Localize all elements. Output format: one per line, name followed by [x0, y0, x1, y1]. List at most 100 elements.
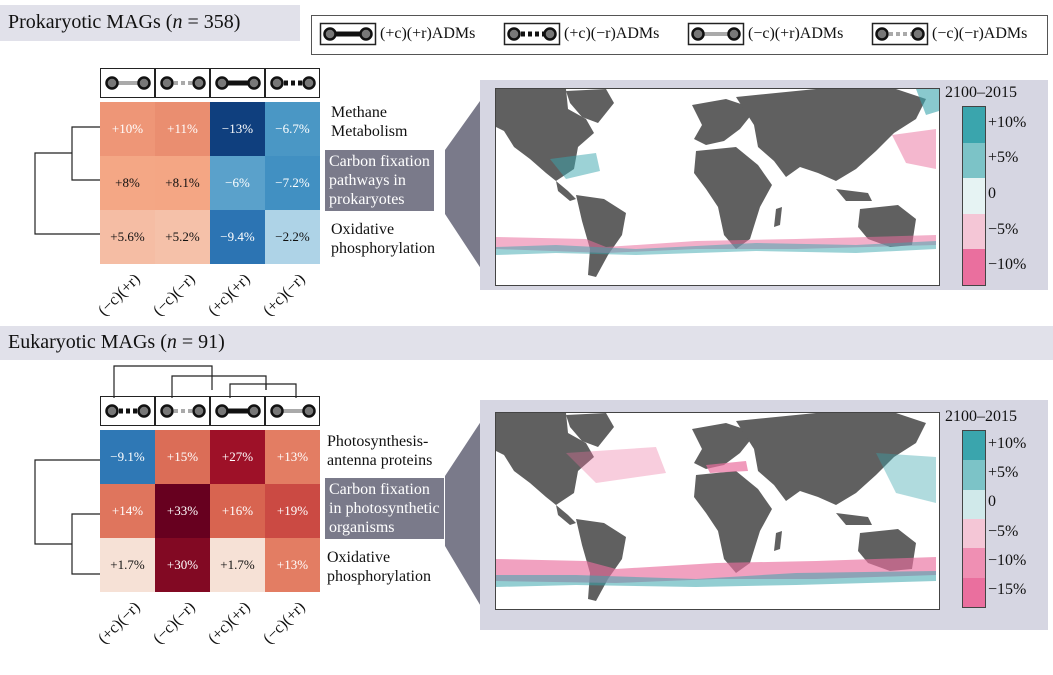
- legend-item-neg-c-neg-r: (−c)(−r)ADMs: [871, 20, 1028, 48]
- ocean-change-mediterranean: [706, 461, 748, 473]
- pathway-label-methane: Methane Metabolism: [331, 104, 408, 140]
- pathway-label-oxphos: Oxidative phosphorylation: [331, 221, 435, 257]
- column-edge-icon: [100, 396, 155, 426]
- heatmap-cell: +30%: [155, 538, 210, 592]
- column-edge-icon: [155, 396, 210, 426]
- land-madagascar: [774, 531, 782, 551]
- land-europe: [692, 423, 756, 469]
- colorbar-segment: [963, 213, 985, 250]
- ocean-change-pacific: [876, 453, 936, 503]
- world-map-svg: [496, 413, 936, 601]
- prokaryotic-section-band: [0, 5, 300, 41]
- colorbar-segment: [963, 519, 985, 549]
- thin-dotted-edge-icon: [871, 22, 929, 46]
- legend-item-pos-c-pos-r: (+c)(+r)ADMs: [319, 20, 476, 48]
- column-edge-icon: [155, 68, 210, 98]
- heatmap-cell: +10%: [100, 102, 155, 156]
- land-greenland: [566, 413, 614, 447]
- land-madagascar: [774, 207, 782, 227]
- colorbar-tick-label: +10%: [988, 434, 1027, 452]
- heatmap-cell: −2.2%: [265, 210, 320, 264]
- colorbar-segment: [963, 577, 985, 608]
- thick-dotted-edge-icon: [503, 22, 561, 46]
- heatmap-cell: +27%: [210, 430, 265, 484]
- colorbar-tick-label: +5%: [988, 464, 1019, 481]
- heatmap-cell: +13%: [265, 538, 320, 592]
- land-central-america: [556, 181, 576, 201]
- prokaryotic-colorbar: [962, 106, 986, 286]
- prokaryotic-world-map: [495, 88, 940, 286]
- colorbar-segment: [963, 548, 985, 579]
- land-central-america: [556, 505, 576, 525]
- colorbar-segment: [963, 489, 985, 520]
- pathway-label-carbon-fixation-prokaryotes: Carbon fixation pathways in prokaryotes: [325, 150, 434, 211]
- heatmap-cell: +1.7%: [100, 538, 155, 592]
- heatmap-cell: −9.1%: [100, 430, 155, 484]
- ocean-change-north-pacific: [892, 129, 936, 169]
- heatmap-cell: +14%: [100, 484, 155, 538]
- pathway-label-carbon-fixation-photosynthetic: Carbon fixation in photosynthetic organi…: [325, 478, 444, 539]
- pathway-label-photosynthesis-antenna: Photosynthesis- antenna proteins: [327, 433, 433, 469]
- column-edge-icon: [100, 68, 155, 98]
- heatmap-cell: +33%: [155, 484, 210, 538]
- prokaryotic-row-dendrogram: [34, 126, 100, 235]
- eukaryotic-world-map: [495, 412, 940, 610]
- legend-label: (+c)(+r)ADMs: [380, 25, 476, 42]
- colorbar-segment: [963, 431, 985, 461]
- colorbar-segment: [963, 107, 985, 144]
- thin-solid-edge-icon: [687, 22, 745, 46]
- eukaryotic-section-band: [0, 326, 1053, 360]
- land-north-america: [496, 413, 594, 505]
- heatmap-cell: −6%: [210, 156, 265, 210]
- legend-label: (+c)(−r)ADMs: [564, 25, 660, 42]
- colorbar-tick-label: 0: [988, 185, 996, 202]
- edge-legend: (+c)(+r)ADMs (+c)(−r)ADMs (−c)(+r)ADMs (…: [311, 15, 1048, 55]
- colorbar-segment: [963, 142, 985, 179]
- heatmap-cell: +8.1%: [155, 156, 210, 210]
- legend-item-pos-c-neg-r: (+c)(−r)ADMs: [503, 20, 660, 48]
- land-africa: [694, 147, 772, 249]
- heatmap-cell: +16%: [210, 484, 265, 538]
- land-south-america: [576, 519, 626, 601]
- heatmap-cell: +5.2%: [155, 210, 210, 264]
- column-edge-icon: [265, 396, 320, 426]
- column-edge-icon: [265, 68, 320, 98]
- land-africa: [694, 471, 772, 573]
- eukaryotic-section-title: Eukaryotic MAGs (n = 91): [8, 331, 225, 353]
- ocean-change-atlantic: [550, 153, 600, 179]
- eukaryotic-colorbar: [962, 430, 986, 608]
- land-indonesia: [836, 513, 872, 525]
- prokaryotic-section-title: Prokaryotic MAGs (n = 358): [8, 11, 241, 33]
- colorbar-tick-label: −5%: [988, 220, 1019, 238]
- colorbar-tick-label: −10%: [988, 552, 1027, 569]
- heatmap-cell: −7.2%: [265, 156, 320, 210]
- heatmap-cell: +5.6%: [100, 210, 155, 264]
- legend-label: (−c)(−r)ADMs: [932, 25, 1028, 42]
- heatmap-cell: +13%: [265, 430, 320, 484]
- colorbar-tick-label: +5%: [988, 149, 1019, 167]
- land-indonesia: [836, 189, 872, 201]
- eukaryotic-row-dendrogram: [34, 459, 100, 575]
- prokaryotic-colorbar-title: 2100–2015: [945, 84, 1017, 101]
- heatmap-cell: +15%: [155, 430, 210, 484]
- ocean-change-southern-teal: [496, 241, 936, 255]
- colorbar-tick-label: 0: [988, 493, 996, 511]
- ocean-change-southern-teal: [496, 571, 936, 587]
- column-edge-icon: [210, 68, 265, 98]
- legend-label: (−c)(+r)ADMs: [748, 25, 844, 42]
- heatmap-cell: +19%: [265, 484, 320, 538]
- heatmap-cell: −9.4%: [210, 210, 265, 264]
- thick-solid-edge-icon: [319, 22, 377, 46]
- eukaryotic-colorbar-title: 2100–2015: [945, 408, 1017, 425]
- heatmap-cell: +8%: [100, 156, 155, 210]
- colorbar-tick-label: −15%: [988, 581, 1027, 599]
- land-south-america: [576, 195, 626, 277]
- legend-item-neg-c-pos-r: (−c)(+r)ADMs: [687, 20, 844, 48]
- land-greenland: [566, 89, 614, 123]
- eukaryotic-column-dendrogram: [113, 365, 297, 398]
- heatmap-cell: +11%: [155, 102, 210, 156]
- heatmap-cell: −13%: [210, 102, 265, 156]
- colorbar-segment: [963, 178, 985, 215]
- ocean-change-atlantic: [566, 447, 666, 483]
- column-edge-icon: [210, 396, 265, 426]
